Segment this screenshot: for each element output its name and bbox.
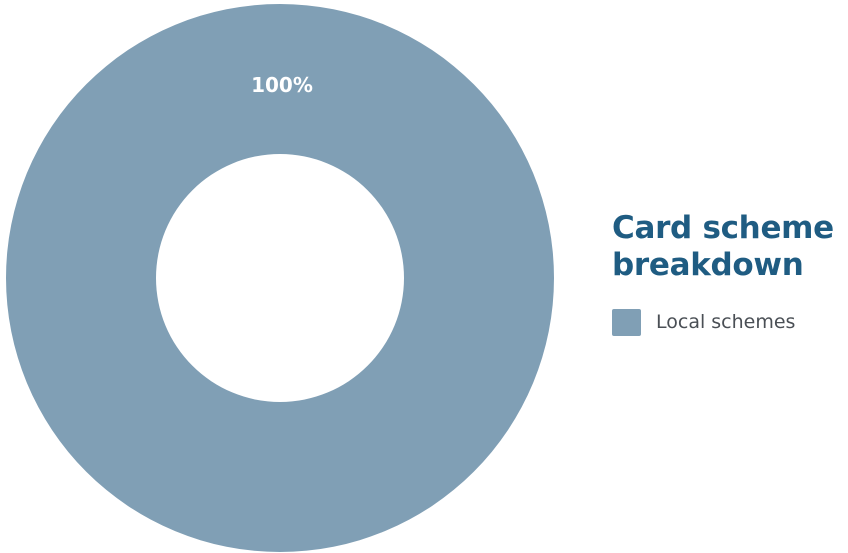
legend-item-local-schemes: Local schemes [612,308,844,336]
legend-swatch-local-schemes [612,308,641,336]
chart-title-line-1: Card scheme [612,210,834,246]
chart-title: Card scheme breakdown [612,210,844,284]
chart-title-line-2: breakdown [612,247,804,283]
legend: Card scheme breakdown Local schemes [612,210,844,336]
donut-slice-local-schemes [6,4,554,552]
legend-items: Local schemes [612,308,844,336]
data-label-local-schemes: 100% [251,73,313,97]
legend-label-local-schemes: Local schemes [656,311,796,333]
donut-data-labels: 100% [251,73,313,97]
donut-slices [6,4,554,552]
